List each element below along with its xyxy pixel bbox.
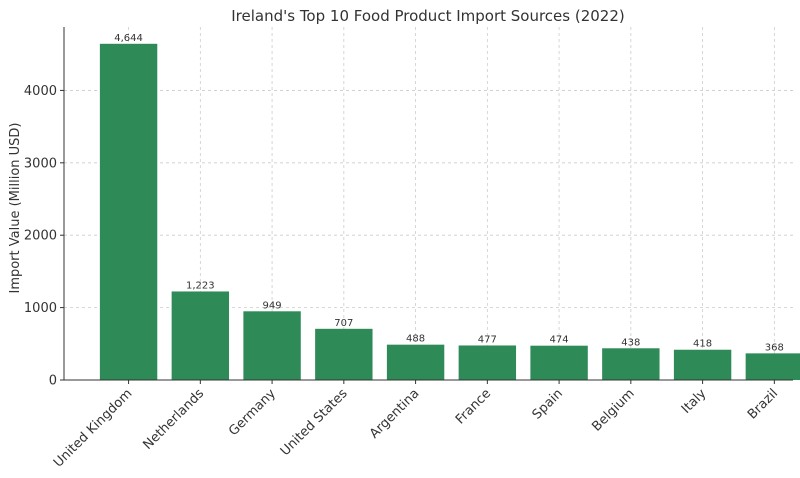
x-tick-label: United States	[278, 386, 351, 459]
data-label: 1,223	[186, 280, 215, 291]
x-tick-label: Netherlands	[141, 386, 208, 453]
x-tick-label: Italy	[679, 386, 710, 417]
x-tick-label: Brazil	[745, 386, 781, 422]
data-label: 477	[478, 334, 497, 345]
bar	[315, 328, 373, 380]
data-label: 4,644	[114, 33, 143, 44]
data-label: 707	[334, 318, 353, 329]
data-label: 488	[406, 334, 425, 345]
x-tick-label: Argentina	[367, 386, 422, 441]
y-tick-label: 3000	[24, 156, 57, 171]
x-tick-label: Spain	[530, 386, 566, 422]
bar	[99, 43, 158, 380]
bar	[745, 353, 800, 380]
bar	[243, 311, 301, 380]
axes-layer	[60, 27, 793, 384]
bar	[386, 344, 445, 380]
bar	[602, 348, 660, 380]
x-tick-label: United Kingdom	[51, 386, 135, 470]
y-tick-label: 0	[49, 374, 57, 389]
data-label: 474	[550, 335, 569, 346]
x-tick-label: Belgium	[589, 386, 637, 434]
data-label: 368	[765, 342, 784, 353]
data-label: 418	[693, 339, 712, 350]
x-tick-label: Germany	[226, 386, 279, 439]
y-axis-label: Import Value (Million USD)	[8, 122, 23, 293]
bar	[458, 345, 517, 380]
data-label: 438	[621, 337, 640, 348]
x-tick-label: France	[453, 386, 494, 427]
y-tick-label: 1000	[24, 301, 57, 316]
y-tick-label: 4000	[24, 84, 57, 99]
bar	[530, 345, 588, 380]
bars-layer	[99, 43, 800, 380]
chart-title: Ireland's Top 10 Food Product Import Sou…	[231, 7, 625, 25]
y-tick-label: 2000	[24, 229, 57, 244]
bar	[171, 291, 230, 380]
data-label: 949	[263, 300, 282, 311]
bar	[673, 349, 732, 380]
